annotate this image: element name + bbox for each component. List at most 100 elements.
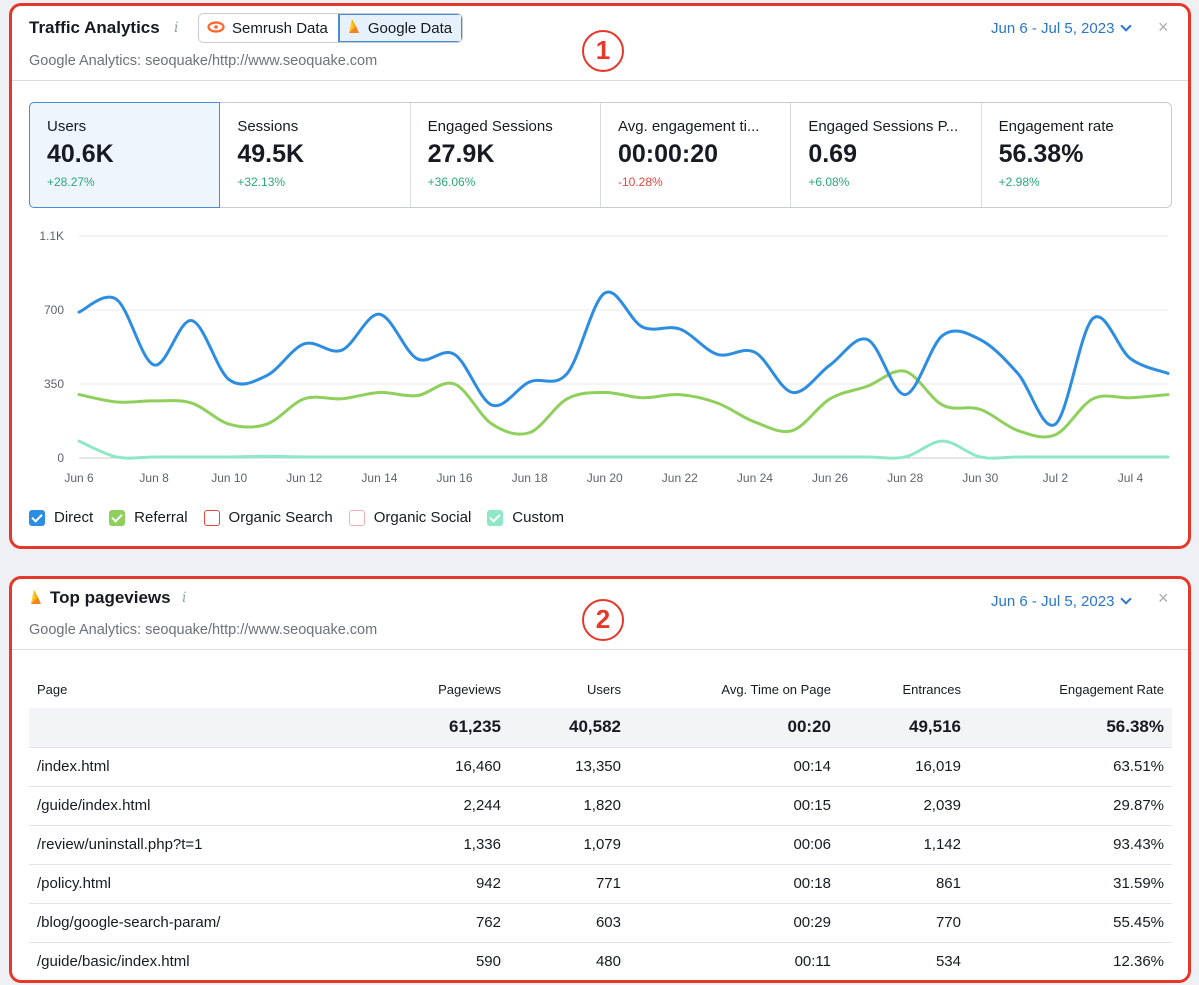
- semrush-data-button[interactable]: Semrush Data: [199, 14, 338, 42]
- divider: [12, 649, 1188, 650]
- semrush-logo-icon: [207, 20, 225, 37]
- legend-item-organic-social[interactable]: Organic Social: [348, 509, 471, 526]
- traffic-date-range[interactable]: Jun 6 - Jul 5, 2023: [991, 20, 1133, 37]
- y-tick-label: 350: [44, 377, 64, 391]
- column-header-page[interactable]: Page: [37, 681, 68, 697]
- total-cell: 40,582: [509, 708, 629, 747]
- column-header-entrances[interactable]: Entrances: [902, 681, 961, 697]
- close-icon[interactable]: ×: [1158, 17, 1169, 37]
- table-cell: 2,244: [329, 785, 509, 825]
- table-cell: 1,079: [509, 824, 629, 864]
- metric-value: 49.5K: [237, 140, 305, 168]
- metric-delta: +28.27%: [47, 175, 95, 189]
- metric-card-sessions[interactable]: Sessions 49.5K +32.13%: [220, 103, 411, 207]
- series-line-referral[interactable]: [77, 369, 1170, 439]
- table-cell: 13,350: [509, 746, 629, 786]
- metric-delta: +36.06%: [427, 175, 476, 189]
- metric-value: 40.6K: [47, 140, 114, 168]
- totals-row: 61,235 40,582 00:20 49,516 56.38%: [29, 708, 1172, 747]
- legend-item-referral[interactable]: Referral: [109, 509, 188, 526]
- x-tick-label: Jun 8: [139, 471, 169, 485]
- page-link[interactable]: /blog/google-search-param/: [29, 902, 329, 942]
- checkbox-unchecked-icon: [203, 509, 220, 526]
- table-row: /index.html 16,460 13,350 00:14 16,019 6…: [29, 746, 1172, 786]
- chevron-down-icon: [1120, 593, 1133, 605]
- table-cell: 29.87%: [969, 785, 1172, 825]
- table-cell: 590: [329, 941, 509, 980]
- legend-item-organic-search[interactable]: Organic Search: [203, 509, 333, 526]
- traffic-subtitle: Google Analytics: seoquake/http://www.se…: [29, 53, 378, 69]
- x-tick-label: Jun 12: [286, 471, 322, 485]
- pageviews-date-range-text: Jun 6 - Jul 5, 2023: [991, 593, 1115, 610]
- checkbox-checked-icon: [109, 509, 126, 526]
- table-row: /guide/index.html 2,244 1,820 00:15 2,03…: [29, 785, 1172, 825]
- metric-card-users[interactable]: Users 40.6K +28.27%: [29, 102, 221, 208]
- metric-value: 56.38%: [998, 140, 1084, 168]
- metric-value: 00:00:20: [617, 140, 719, 168]
- table-cell: 861: [839, 863, 969, 903]
- metric-card-avg-engagement-time[interactable]: Avg. engagement ti... 00:00:20 -10.28%: [601, 103, 792, 207]
- table-cell: 55.45%: [969, 902, 1172, 942]
- legend-label: Direct: [54, 509, 94, 526]
- data-source-toggle: Semrush Data Google Data: [198, 13, 464, 43]
- table-cell: 480: [509, 941, 629, 980]
- total-cell: [29, 708, 329, 747]
- google-analytics-flame-icon: [347, 17, 361, 39]
- y-tick-label: 700: [44, 303, 64, 317]
- pageviews-table: Page Pageviews Users Avg. Time on Page E…: [29, 670, 1172, 980]
- x-tick-label: Jun 16: [437, 471, 473, 485]
- table-cell: 16,019: [839, 746, 969, 786]
- metric-cards: Users 40.6K +28.27% Sessions 49.5K +32.1…: [29, 102, 1172, 208]
- page-link[interactable]: /index.html: [29, 746, 329, 786]
- pageviews-date-range[interactable]: Jun 6 - Jul 5, 2023: [991, 593, 1133, 610]
- callout-number-2: 2: [582, 599, 624, 641]
- metric-card-engagement-rate[interactable]: Engagement rate 56.38% +2.98%: [982, 103, 1171, 207]
- info-icon[interactable]: i: [182, 590, 187, 606]
- column-header-avg-time[interactable]: Avg. Time on Page: [721, 681, 831, 697]
- y-tick-label: 0: [57, 451, 64, 465]
- page-link[interactable]: /guide/basic/index.html: [29, 941, 329, 980]
- column-header-engagement-rate[interactable]: Engagement Rate: [1059, 681, 1164, 697]
- table-cell: 00:11: [629, 941, 839, 980]
- close-icon[interactable]: ×: [1158, 588, 1169, 608]
- series-line-direct[interactable]: [77, 290, 1170, 427]
- divider: [12, 80, 1188, 81]
- google-data-button[interactable]: Google Data: [337, 14, 463, 42]
- metric-delta: -10.28%: [617, 175, 663, 189]
- table-cell: 00:06: [629, 824, 839, 864]
- table-header-row: Page Pageviews Users Avg. Time on Page E…: [29, 670, 1172, 708]
- table-cell: 31.59%: [969, 863, 1172, 903]
- callout-number-1: 1: [582, 30, 624, 72]
- total-cell: 56.38%: [969, 708, 1172, 747]
- legend-label: Custom: [512, 509, 564, 526]
- metric-label: Engaged Sessions P...: [808, 118, 959, 135]
- pageviews-subtitle: Google Analytics: seoquake/http://www.se…: [29, 622, 378, 638]
- google-analytics-flame-icon: [29, 588, 43, 611]
- table-cell: 534: [839, 941, 969, 980]
- page-link[interactable]: /policy.html: [29, 863, 329, 903]
- info-icon[interactable]: i: [174, 20, 179, 36]
- table-cell: 771: [509, 863, 629, 903]
- legend-item-direct[interactable]: Direct: [29, 509, 93, 526]
- table-cell: 00:18: [629, 863, 839, 903]
- legend-item-custom[interactable]: Custom: [487, 509, 564, 526]
- traffic-analytics-title: Traffic Analytics: [29, 18, 160, 37]
- series-line-custom[interactable]: [77, 439, 1170, 460]
- column-header-pageviews[interactable]: Pageviews: [438, 681, 501, 697]
- column-header-users[interactable]: Users: [587, 681, 621, 697]
- table-cell: 2,039: [839, 785, 969, 825]
- metric-card-engaged-sessions[interactable]: Engaged Sessions 27.9K +36.06%: [411, 103, 601, 207]
- checkbox-checked-icon: [29, 509, 45, 526]
- metric-delta: +6.08%: [808, 175, 850, 189]
- metric-delta: +32.13%: [237, 175, 286, 189]
- table-row: /blog/google-search-param/ 762 603 00:29…: [29, 902, 1172, 942]
- table-cell: 603: [509, 902, 629, 942]
- page-link[interactable]: /guide/index.html: [29, 785, 329, 825]
- checkbox-unchecked-icon: [348, 509, 365, 526]
- legend-label: Referral: [134, 509, 188, 526]
- traffic-analytics-panel: Traffic Analytics i Semrush Data Google …: [9, 3, 1191, 549]
- page-link[interactable]: /review/uninstall.php?t=1: [29, 824, 329, 864]
- table-cell: 770: [839, 902, 969, 942]
- metric-card-engaged-sessions-per-user[interactable]: Engaged Sessions P... 0.69 +6.08%: [791, 103, 982, 207]
